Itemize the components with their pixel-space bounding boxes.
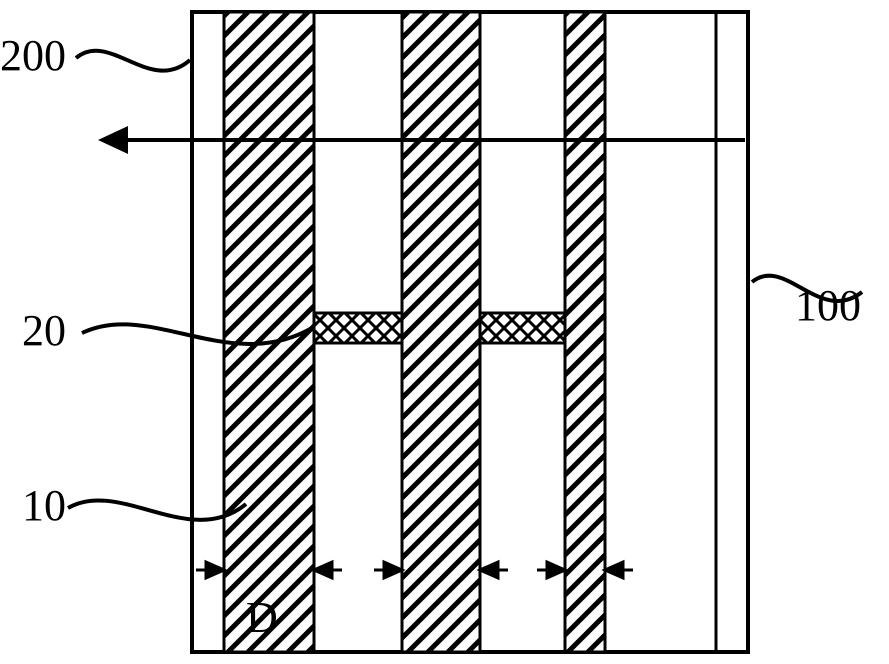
label-100: 100 [795, 281, 861, 330]
technical-diagram: D 200 20 10 100 [0, 0, 889, 664]
leader-10 [68, 500, 246, 519]
bar-2 [402, 12, 480, 652]
leader-200 [76, 51, 190, 71]
label-10: 10 [22, 481, 66, 530]
label-D: D [246, 593, 278, 642]
bar-3 [565, 12, 605, 652]
label-200: 200 [0, 31, 66, 80]
strip-2 [480, 313, 565, 343]
label-20: 20 [22, 306, 66, 355]
strip-1 [314, 313, 402, 343]
